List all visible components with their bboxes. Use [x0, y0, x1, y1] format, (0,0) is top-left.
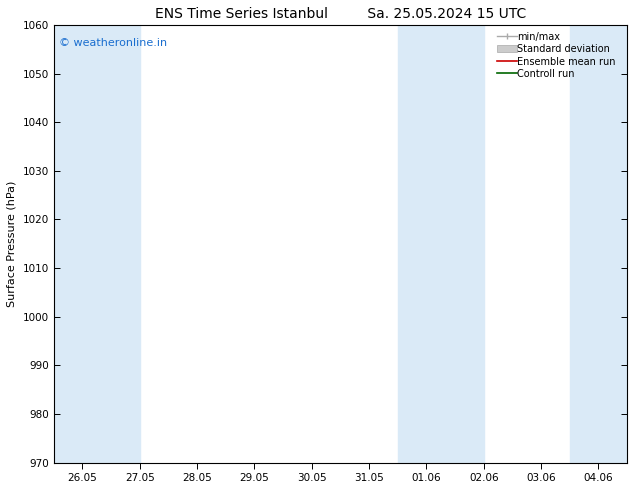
Legend: min/max, Standard deviation, Ensemble mean run, Controll run: min/max, Standard deviation, Ensemble me… [496, 30, 622, 81]
Text: © weatheronline.in: © weatheronline.in [60, 38, 167, 48]
Bar [54, 25, 139, 463]
Title: ENS Time Series Istanbul         Sa. 25.05.2024 15 UTC: ENS Time Series Istanbul Sa. 25.05.2024 … [155, 7, 526, 21]
Bar [398, 25, 484, 463]
Bar [570, 25, 627, 463]
Y-axis label: Surface Pressure (hPa): Surface Pressure (hPa) [7, 181, 17, 307]
